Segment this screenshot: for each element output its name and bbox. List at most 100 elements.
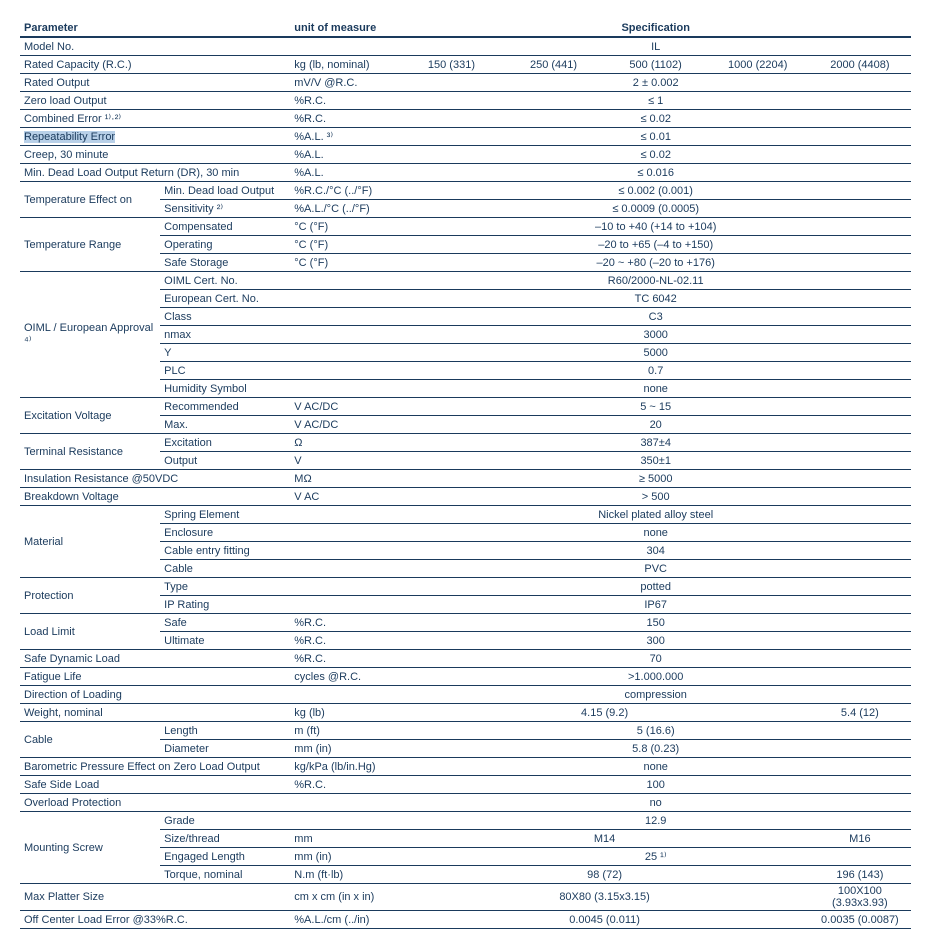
spec-value: 0.0045 (0.011) (400, 911, 808, 929)
unit-label: mV/V @R.C. (290, 74, 400, 92)
unit-label: %A.L./°C (../°F) (290, 200, 400, 218)
param-label: Barometric Pressure Effect on Zero Load … (20, 758, 290, 776)
spec-value: ≤ 0.016 (400, 164, 911, 182)
param-label: Overload Protection (20, 794, 290, 812)
header-row: Parameter unit of measure Specification (20, 20, 911, 37)
sub-label: OIML Cert. No. (160, 272, 290, 290)
spec-value: 98 (72) (400, 866, 808, 884)
row-weight: Weight, nominal kg (lb) 4.15 (9.2) 5.4 (… (20, 704, 911, 722)
row-oiml-1: OIML / European Approval ⁴⁾ OIML Cert. N… (20, 272, 911, 290)
header-parameter: Parameter (20, 20, 290, 37)
spec-value: 2000 (4408) (809, 56, 911, 74)
spec-value: 100X100 (3.93x3.93) (809, 884, 911, 911)
sub-label: Class (160, 308, 290, 326)
param-label: Breakdown Voltage (20, 488, 290, 506)
spec-value: 304 (400, 542, 911, 560)
sub-label: nmax (160, 326, 290, 344)
spec-value: 5 (16.6) (400, 722, 911, 740)
spec-value: 0.0035 (0.0087) (809, 911, 911, 929)
unit-label: mm (290, 830, 400, 848)
spec-value: IP67 (400, 596, 911, 614)
row-direction: Direction of Loading compression (20, 686, 911, 704)
unit-label: V AC/DC (290, 398, 400, 416)
unit-label: N.m (ft·lb) (290, 866, 400, 884)
spec-value: 1000 (2204) (707, 56, 809, 74)
param-label: Insulation Resistance @50VDC (20, 470, 290, 488)
unit-label: %R.C. (290, 92, 400, 110)
sub-label: Recommended (160, 398, 290, 416)
unit-label: %A.L. (290, 146, 400, 164)
unit-label: °C (°F) (290, 254, 400, 272)
spec-value: R60/2000-NL-02.11 (400, 272, 911, 290)
spec-value: none (400, 524, 911, 542)
row-model-no: Model No. IL (20, 37, 911, 56)
header-spec: Specification (400, 20, 911, 37)
spec-value: M16 (809, 830, 911, 848)
sub-label: Max. (160, 416, 290, 434)
unit-label: mm (in) (290, 740, 400, 758)
spec-value: –10 to +40 (+14 to +104) (400, 218, 911, 236)
row-insulation: Insulation Resistance @50VDC MΩ ≥ 5000 (20, 470, 911, 488)
param-label: Fatigue Life (20, 668, 290, 686)
param-label: Temperature Effect on (20, 182, 160, 218)
spec-value: ≤ 0.02 (400, 110, 911, 128)
unit-label: °C (°F) (290, 236, 400, 254)
sub-label: Sensitivity ²⁾ (160, 200, 290, 218)
spec-value: ≤ 0.02 (400, 146, 911, 164)
unit-label: m (ft) (290, 722, 400, 740)
param-label: Off Center Load Error @33%R.C. (20, 911, 290, 929)
unit-label: V AC/DC (290, 416, 400, 434)
spec-value: 20 (400, 416, 911, 434)
unit-label: kg (lb) (290, 704, 400, 722)
spec-value: PVC (400, 560, 911, 578)
param-label: Zero load Output (20, 92, 290, 110)
sub-label: Cable (160, 560, 290, 578)
unit-label: V AC (290, 488, 400, 506)
row-zero-load: Zero load Output %R.C. ≤ 1 (20, 92, 911, 110)
spec-value: 5.4 (12) (809, 704, 911, 722)
spec-value: no (400, 794, 911, 812)
param-label: Repeatability Error (20, 128, 290, 146)
param-label: Terminal Resistance (20, 434, 160, 470)
sub-label: Torque, nominal (160, 866, 290, 884)
param-label: Temperature Range (20, 218, 160, 272)
row-max-platter: Max Platter Size cm x cm (in x in) 80X80… (20, 884, 911, 911)
row-breakdown: Breakdown Voltage V AC > 500 (20, 488, 911, 506)
spec-value: > 500 (400, 488, 911, 506)
param-label: Min. Dead Load Output Return (DR), 30 mi… (20, 164, 290, 182)
param-label: Rated Output (20, 74, 290, 92)
spec-table: Parameter unit of measure Specification … (20, 20, 911, 929)
row-load-limit-1: Load Limit Safe %R.C. 150 (20, 614, 911, 632)
spec-value: ≥ 5000 (400, 470, 911, 488)
spec-value: 500 (1102) (605, 56, 707, 74)
sub-label: Min. Dead load Output (160, 182, 290, 200)
unit-label: %R.C. (290, 632, 400, 650)
unit-label: %R.C. (290, 614, 400, 632)
spec-value: 100 (400, 776, 911, 794)
unit-label: %R.C./°C (../°F) (290, 182, 400, 200)
spec-value: 3000 (400, 326, 911, 344)
sub-label: Y (160, 344, 290, 362)
unit-label: %A.L./cm (../in) (290, 911, 400, 929)
spec-value: ≤ 0.002 (0.001) (400, 182, 911, 200)
param-label: Max Platter Size (20, 884, 290, 911)
sub-label: Size/thread (160, 830, 290, 848)
row-min-dead-load-return: Min. Dead Load Output Return (DR), 30 mi… (20, 164, 911, 182)
sub-label: Operating (160, 236, 290, 254)
sub-label: Output (160, 452, 290, 470)
sub-label: Safe Storage (160, 254, 290, 272)
spec-value: 0.7 (400, 362, 911, 380)
param-label: Material (20, 506, 160, 578)
spec-value: 12.9 (400, 812, 911, 830)
param-label: Direction of Loading (20, 686, 290, 704)
row-cable-1: Cable Length m (ft) 5 (16.6) (20, 722, 911, 740)
row-overload: Overload Protection no (20, 794, 911, 812)
param-label: Protection (20, 578, 160, 614)
spec-value: IL (400, 37, 911, 56)
spec-value: TC 6042 (400, 290, 911, 308)
unit-label: V (290, 452, 400, 470)
sub-label: Compensated (160, 218, 290, 236)
unit-label: %A.L. ³⁾ (290, 128, 400, 146)
row-temp-effect-1: Temperature Effect on Min. Dead load Out… (20, 182, 911, 200)
spec-value: 2 ± 0.002 (400, 74, 911, 92)
